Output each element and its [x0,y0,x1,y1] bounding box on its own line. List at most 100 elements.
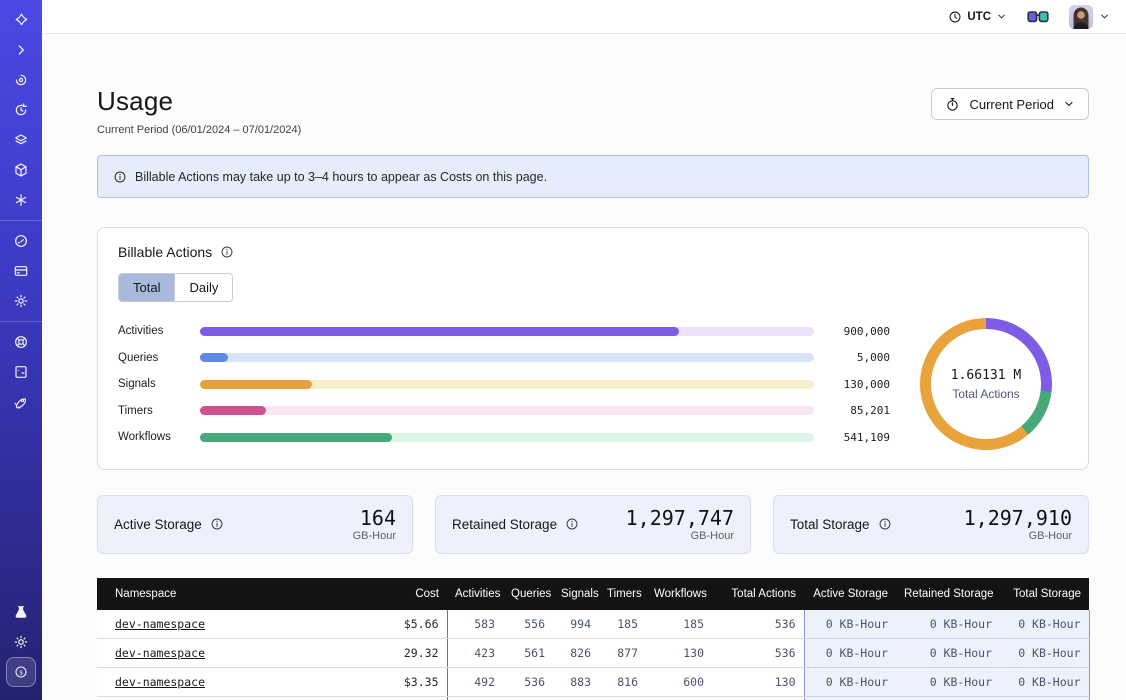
table-body: dev-namespace $5.66 583 556 994 185 185 536 0 KB… [97,609,1090,700]
getting-started-rocket-icon[interactable] [6,387,36,417]
namespace-cell: dev-namespace [97,667,362,697]
feedback-glasses-icon[interactable] [1027,10,1049,24]
theme-sun-icon[interactable] [6,627,36,657]
bar-fill [200,353,228,363]
value-cell: 423 [447,638,503,668]
timezone-selector[interactable]: UTC [948,10,1007,24]
empty-cell [1000,696,1090,700]
stat-card-retained-storage: Retained Storage 1,297,747 GB-Hour [435,494,751,554]
bar-row-workflows: Workflows 541,109 [118,424,890,451]
account-menu[interactable] [1069,4,1110,29]
table-row: dev-namespace $5.66 583 556 994 185 185 536 0 KB… [97,609,1090,639]
donut-total-value: 1.66131 M [950,367,1022,383]
bar-label: Timers [118,404,153,417]
page-header: Usage Current Period (06/01/2024 – 07/01… [97,86,1089,136]
empty-cell [503,696,553,700]
info-banner: Billable Actions may take up to 3–4 hour… [97,155,1089,198]
billable-tabs: Total Daily [118,273,234,302]
stat-card-label-text: Active Storage [114,516,202,532]
stat-card-value: 1,297,910 [963,505,1072,530]
namespace-link[interactable]: dev-namespace [115,616,206,631]
namespaces-spiral-icon[interactable] [6,65,36,95]
total-actions-donut: 1.66131 M Total Actions [920,318,1052,451]
table-row-partial [97,696,1090,700]
schedules-clock-icon[interactable] [6,95,36,125]
tab-daily[interactable]: Daily [174,274,233,301]
bar-label: Queries [118,351,159,364]
value-cell: 185 [646,609,712,639]
deployments-cube-icon[interactable] [6,155,36,185]
main-content: Usage Current Period (06/01/2024 – 07/01… [42,34,1126,700]
bar-track [200,379,814,389]
bar-label: Signals [118,378,156,391]
stat-card-unit: GB-Hour [690,529,734,542]
empty-cell [803,696,896,700]
value-cell: 994 [553,609,599,639]
chevron-down-icon [1099,11,1110,22]
docs-terminal-icon[interactable] [6,357,36,387]
bar-fill [200,406,267,416]
info-icon[interactable] [220,245,234,259]
namespace-link[interactable]: dev-namespace [115,645,206,660]
empty-cell [447,696,503,700]
info-icon[interactable] [565,517,579,531]
billing-card-icon[interactable] [6,256,36,286]
bar-fill [200,379,313,389]
column-header-cost: Cost [362,577,447,610]
value-cell: 185 [599,609,646,639]
value-cell: 130 [712,667,804,697]
namespace-link[interactable]: dev-namespace [115,674,206,689]
info-icon[interactable] [210,517,224,531]
layers-icon[interactable] [6,125,36,155]
nexus-asterisk-icon[interactable] [6,185,36,215]
empty-cell [896,696,1000,700]
value-cell: 0 KB-Hour [896,609,1000,639]
column-header-queries: Queries [503,577,553,610]
billable-actions-card: Billable Actions Total Daily Activities 9… [97,227,1089,470]
stat-card-active-storage: Active Storage 164 GB-Hour [97,494,413,554]
namespace-usage-table: Namespace Cost Activities Queries Signals Tim… [97,577,1090,700]
namespace-cell: dev-namespace [97,609,362,639]
svg-text:$: $ [19,669,23,676]
value-cell: 0 KB-Hour [803,667,896,697]
usage-dollar-coin-icon[interactable]: $ [6,657,36,687]
info-icon [113,170,127,184]
stat-card-unit: GB-Hour [352,529,396,542]
bar-track [200,353,814,363]
bar-value: 541,109 [843,430,890,444]
temporal-logo-icon[interactable] [6,5,36,35]
stat-card-unit: GB-Hour [1028,529,1072,542]
sidebar-group-bottom: $ [0,592,42,700]
empty-cell [97,696,362,700]
stopwatch-icon [945,97,960,112]
stat-card-value-block: 1,297,910 GB-Hour [964,507,1072,542]
timezone-label: UTC [967,10,991,23]
value-cell: 0 KB-Hour [896,638,1000,668]
value-cell: 0 KB-Hour [1000,667,1090,697]
support-lifebuoy-icon[interactable] [6,327,36,357]
value-cell: 0 KB-Hour [803,638,896,668]
bar-track [200,406,814,416]
info-icon[interactable] [878,517,892,531]
clock-icon [948,10,962,24]
sidebar-group-top [0,0,42,220]
donut-total-label: Total Actions [952,386,1020,401]
bar-value: 900,000 [843,324,890,338]
column-header-signals: Signals [553,577,599,610]
tab-total[interactable]: Total [119,274,175,301]
column-header-timers: Timers [599,577,646,610]
current-period-button[interactable]: Current Period [931,88,1089,120]
table-row: dev-namespace $3.35 492 536 883 816 600 130 0 KB… [97,667,1090,697]
settings-gear-icon[interactable] [6,286,36,316]
empty-cell [646,696,712,700]
collapse-chevron-right-icon[interactable] [6,35,36,65]
billable-actions-title: Billable Actions [118,244,213,260]
value-cell: $3.35 [362,667,448,697]
stat-card-label-text: Total Storage [790,516,870,532]
value-cell: 816 [599,667,646,697]
labs-flask-icon[interactable] [6,597,36,627]
column-header-retained-storage: Retained Storage [896,577,1000,610]
value-cell: 0 KB-Hour [896,667,1000,697]
usage-gauge-icon[interactable] [6,226,36,256]
